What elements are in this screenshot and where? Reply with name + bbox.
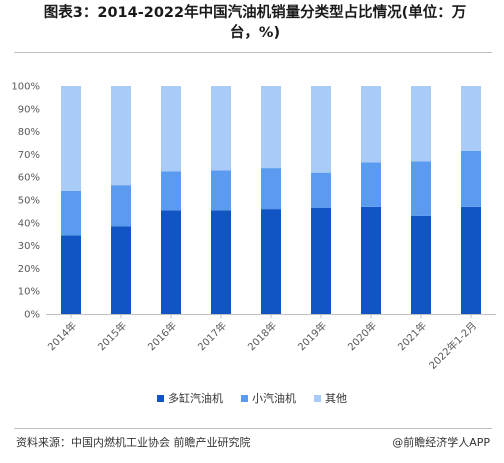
- y-tick-label: 90%: [18, 104, 40, 115]
- source-note: 资料来源：中国内燃机工业协会 前瞻产业研究院: [16, 436, 251, 449]
- x-tick-label: 2021年: [395, 319, 429, 353]
- stacked-bar-chart: 0% 10% 20% 30% 40% 50% 60% 70% 80% 90% 100% 2014年 20…: [11, 82, 496, 372]
- bar-segment-series-0: [361, 206, 381, 314]
- bar-segment-series-2: [261, 86, 281, 169]
- y-tick-label: 30%: [18, 241, 40, 252]
- y-tick-label: 50%: [18, 196, 40, 207]
- bar-segment-series-0: [211, 210, 231, 314]
- x-tick-label: 2015年: [95, 319, 129, 353]
- x-tick-label: 2017年: [195, 319, 229, 353]
- x-tick-label: 2014年: [45, 319, 79, 353]
- legend-item-other: 其他: [314, 390, 347, 406]
- chart-title-line-1: 图表3：2014-2022年中国汽油机销量分类型占比情况(单位：万: [43, 5, 467, 21]
- bar-segment-series-2: [411, 86, 431, 162]
- bar-segment-series-1: [211, 170, 231, 211]
- bar-segment-series-2: [461, 86, 481, 151]
- chart-title-line-2: 台，%): [229, 25, 281, 41]
- bar-segment-series-0: [461, 206, 481, 314]
- bar-segment-series-1: [361, 162, 381, 207]
- x-tick-label: 2018年: [245, 319, 279, 353]
- legend-item-small-engine: 小汽油机: [241, 390, 296, 406]
- bar-segment-series-2: [111, 86, 131, 186]
- bar-segment-series-1: [61, 190, 81, 236]
- bar-segment-series-1: [111, 185, 131, 227]
- bar-segment-series-2: [361, 86, 381, 163]
- bar-segment-series-0: [261, 209, 281, 314]
- legend-label-small-engine: 小汽油机: [252, 392, 296, 405]
- bar-segment-series-2: [161, 86, 181, 172]
- x-tick-label: 2016年: [145, 319, 179, 353]
- bar-segment-series-1: [311, 172, 331, 208]
- bar-segment-series-1: [161, 171, 181, 211]
- y-tick-label: 0%: [24, 310, 40, 321]
- bar-segment-series-0: [161, 210, 181, 314]
- bar-segment-series-0: [61, 235, 81, 314]
- bar-segment-series-1: [461, 150, 481, 207]
- bar-segment-series-1: [261, 168, 281, 210]
- legend: 多缸汽油机 小汽油机 其他: [0, 390, 504, 406]
- legend-label-multi-cylinder: 多缸汽油机: [168, 392, 223, 405]
- bar-segment-series-2: [61, 86, 81, 191]
- x-tick-label: 2020年: [345, 319, 379, 353]
- y-tick-label: 10%: [18, 287, 40, 298]
- bar-segment-series-2: [211, 86, 231, 171]
- y-tick-label: 60%: [18, 173, 40, 184]
- legend-swatch-multi-cylinder: [157, 394, 164, 402]
- y-tick-label: 70%: [18, 150, 40, 161]
- bar-segment-series-1: [411, 161, 431, 216]
- y-tick-label: 80%: [18, 127, 40, 138]
- x-tick-label: 2019年: [295, 319, 329, 353]
- bar-segment-series-2: [311, 86, 331, 173]
- legend-label-other: 其他: [325, 392, 347, 405]
- bar-segment-series-0: [411, 215, 431, 314]
- y-tick-label: 40%: [18, 218, 40, 229]
- y-tick-label: 20%: [18, 264, 40, 275]
- x-tick-label: 2022年1-2月: [426, 319, 479, 372]
- brand-credit: @前瞻经济学人APP: [392, 436, 490, 449]
- legend-swatch-small-engine: [241, 394, 248, 402]
- bottom-divider: [14, 428, 492, 429]
- bar-segment-series-0: [111, 226, 131, 314]
- legend-swatch-other: [314, 394, 321, 402]
- top-divider: [14, 52, 492, 53]
- legend-item-multi-cylinder: 多缸汽油机: [157, 390, 223, 406]
- chart-title: 图表3：2014-2022年中国汽油机销量分类型占比情况(单位：万 台，%): [16, 3, 494, 43]
- bar-segment-series-0: [311, 207, 331, 314]
- y-tick-label: 100%: [11, 82, 40, 93]
